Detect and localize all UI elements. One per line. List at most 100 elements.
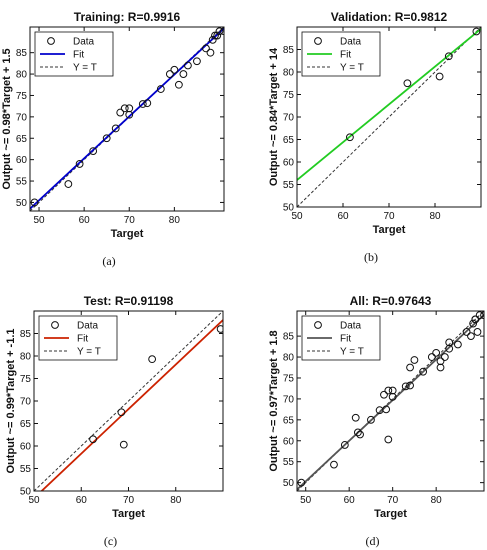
data-point: [215, 27, 224, 36]
y-tick-label: 70: [16, 112, 28, 123]
data-point: [351, 413, 360, 422]
data-point: [165, 70, 174, 78]
data-point: [125, 110, 134, 119]
x-tick-label: 70: [387, 495, 399, 506]
y-tick-label: 55: [20, 464, 32, 475]
legend-data-marker: [51, 321, 59, 329]
data-point: [367, 415, 375, 424]
axes-box: [29, 26, 225, 212]
sub-caption: (a): [102, 254, 115, 268]
y-tick-label: 60: [283, 158, 295, 169]
plot-content: [30, 27, 224, 211]
x-tick-label: 70: [383, 211, 395, 222]
chart-title: Validation: R=0.9812: [331, 10, 448, 24]
data-point: [148, 355, 157, 364]
legend-data-marker: [314, 321, 322, 329]
y-tick-label: 60: [20, 442, 32, 453]
y-tick-label: 50: [283, 478, 295, 489]
sub-caption: (b): [364, 250, 378, 264]
legend: Data Fit Y = T: [38, 315, 118, 361]
data-point: [472, 27, 481, 36]
axes-box: [296, 310, 485, 492]
data-point: [454, 340, 462, 349]
sub-caption: (d): [366, 534, 380, 548]
data-point: [432, 348, 441, 357]
data-point: [444, 52, 453, 61]
legend-fit-label: Fit: [73, 50, 84, 61]
y-tick-label: 80: [283, 353, 295, 364]
plot-content: [34, 311, 223, 491]
data-point: [410, 356, 419, 364]
fit-line: [297, 28, 481, 181]
legend-data-label: Data: [73, 37, 95, 48]
y-axis-label: Output ~= 0.97*Target + 1.8: [268, 330, 280, 471]
x-tick-label: 70: [123, 495, 135, 506]
chart-panel-4: All: R=0.97643 50 60 70 80 50 55 60 65 70 75 80 85 Ta…: [268, 294, 485, 548]
y-tick-label: 85: [20, 329, 32, 340]
data-point: [427, 353, 436, 361]
x-tick-label: 50: [300, 495, 312, 506]
data-point: [170, 65, 179, 74]
data-point: [125, 104, 134, 113]
data-point: [64, 180, 73, 188]
chart-panel-1: Training: R=0.9916 50 60 70 80 50 55 60 65 70 75 80…: [1, 10, 225, 268]
data-point: [116, 108, 125, 117]
y-tick-label: 65: [283, 415, 295, 426]
y-tick-label: 70: [283, 113, 295, 124]
x-tick-label: 50: [33, 215, 45, 226]
fit-line: [40, 319, 223, 491]
x-tick-label: 80: [429, 211, 441, 222]
x-tick-label: 50: [291, 211, 303, 222]
legend-identity-label: Y = T: [73, 63, 97, 74]
x-axis-label: Target: [374, 508, 407, 520]
data-point: [117, 408, 126, 417]
legend: Data Fit Y = T: [34, 31, 114, 77]
x-axis-label: Target: [373, 224, 406, 236]
data-point: [445, 338, 454, 347]
data-point: [206, 48, 215, 57]
y-tick-label: 75: [16, 91, 28, 102]
y-tick-label: 85: [283, 332, 295, 343]
data-point: [435, 72, 444, 81]
y-tick-label: 65: [20, 419, 32, 430]
legend-data-label: Data: [340, 37, 362, 48]
data-point: [202, 44, 210, 53]
data-point: [436, 357, 445, 366]
data-point: [384, 386, 393, 395]
data-point: [406, 381, 414, 390]
y-tick-label: 70: [283, 394, 295, 405]
data-point: [179, 70, 188, 78]
data-point: [211, 31, 219, 40]
data-point: [102, 134, 111, 143]
legend-fit-label: Fit: [340, 334, 351, 345]
x-tick-label: 60: [79, 215, 91, 226]
data-point: [380, 390, 388, 399]
y-tick-label: 50: [20, 487, 32, 498]
data-point: [469, 319, 478, 328]
y-tick-label: 65: [283, 135, 295, 146]
data-point: [213, 31, 222, 40]
x-tick-label: 60: [337, 211, 349, 222]
data-point: [480, 311, 484, 320]
data-point: [475, 311, 484, 320]
x-axis-label: Target: [111, 228, 144, 240]
y-axis-label: Output ~= 0.84*Target + 14: [268, 47, 280, 186]
y-tick-label: 60: [16, 155, 28, 166]
legend-identity-label: Y = T: [340, 347, 364, 358]
fit-line: [30, 27, 224, 210]
legend-data-label: Data: [77, 321, 99, 332]
data-point: [419, 367, 428, 376]
data-point: [382, 405, 391, 414]
legend-identity-label: Y = T: [340, 63, 364, 74]
y-tick-label: 80: [16, 70, 28, 81]
chart-panel-2: Validation: R=0.9812 50 60 70 80 50 55 60 65 70 75…: [268, 10, 482, 264]
data-point: [406, 363, 414, 372]
chart-title: Training: R=0.9916: [74, 10, 181, 24]
chart-title: All: R=0.97643: [350, 294, 432, 308]
x-tick-label: 80: [170, 495, 182, 506]
x-tick-label: 60: [76, 495, 88, 506]
sub-caption: (c): [104, 534, 117, 548]
y-tick-label: 85: [283, 45, 295, 56]
data-point: [120, 104, 129, 113]
x-tick-label: 80: [169, 215, 181, 226]
